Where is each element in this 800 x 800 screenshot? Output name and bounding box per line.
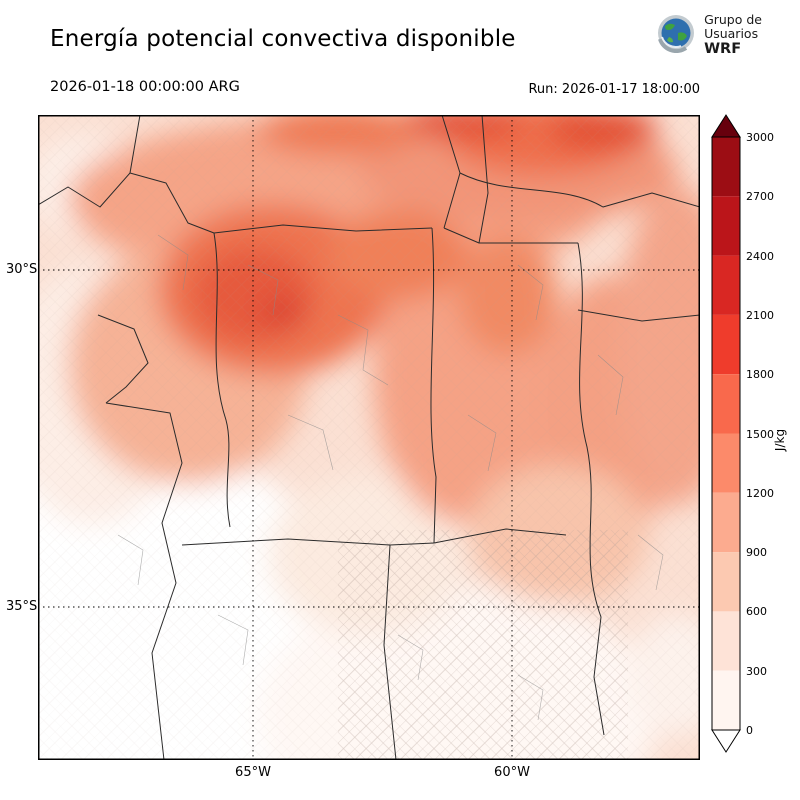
run-time-label: Run: 2026-01-17 18:00:00 xyxy=(528,82,700,97)
colorbar: 3000 2700 2400 2100 1800 1500 1200 900 6… xyxy=(706,110,798,766)
colorbar-segment xyxy=(712,255,740,315)
colorbar-tick-label: 300 xyxy=(746,665,767,678)
colorbar-tick-label: 0 xyxy=(746,724,753,737)
colorbar-unit-label: J/kg xyxy=(773,429,787,452)
colorbar-outline xyxy=(711,136,741,731)
colorbar-under-arrow xyxy=(711,729,741,753)
colorbar-tick-label: 2400 xyxy=(746,250,774,263)
colorbar-tick-label: 2100 xyxy=(746,309,774,322)
colorbar-segment xyxy=(712,670,740,730)
wrf-logo: Grupo de Usuarios WRF xyxy=(656,13,762,57)
colorbar-segment xyxy=(712,552,740,612)
department-borders xyxy=(117,234,664,721)
lat-tick-30s: 30°S xyxy=(6,262,38,277)
colorbar-segment xyxy=(712,433,740,493)
cape-field-svg xyxy=(38,115,700,760)
logo-line-2: Usuarios xyxy=(704,26,759,41)
colorbar-segment xyxy=(712,492,740,553)
colorbar-segment xyxy=(712,196,740,256)
colorbar-tick-label: 600 xyxy=(746,605,767,618)
colorbar-tick-label: 1200 xyxy=(746,487,774,500)
colorbar-segment xyxy=(712,611,740,671)
colorbar-segment xyxy=(712,314,740,375)
valid-time-label: 2026-01-18 00:00:00 ARG xyxy=(50,79,240,95)
colorbar-tick-label: 3000 xyxy=(746,131,774,144)
graticule-lines xyxy=(38,115,700,760)
logo-line-1: Grupo de xyxy=(704,12,762,27)
colorbar-tick-label: 1800 xyxy=(746,368,774,381)
cape-map xyxy=(38,115,700,760)
page-title: Energía potencial convectiva disponible xyxy=(50,26,516,52)
colorbar-segment xyxy=(712,374,740,434)
colorbar-tick-label: 2700 xyxy=(746,190,774,203)
lat-tick-35s: 35°S xyxy=(6,599,38,614)
province-borders xyxy=(38,115,700,760)
colorbar-tick-labels: 3000 2700 2400 2100 1800 1500 1200 900 6… xyxy=(746,131,774,737)
logo-line-3: WRF xyxy=(704,41,742,57)
map-frame xyxy=(38,115,700,760)
colorbar-segments xyxy=(712,137,740,730)
globe-icon xyxy=(656,13,696,57)
lon-tick-65w: 65°W xyxy=(235,765,271,780)
lon-tick-60w: 60°W xyxy=(494,765,530,780)
colorbar-over-arrow xyxy=(711,114,741,138)
colorbar-tick-label: 1500 xyxy=(746,428,774,441)
colorbar-tick-label: 900 xyxy=(746,546,767,559)
department-borders-dense xyxy=(338,530,628,760)
logo-text: Grupo de Usuarios WRF xyxy=(704,12,762,58)
colorbar-segment xyxy=(712,137,740,197)
